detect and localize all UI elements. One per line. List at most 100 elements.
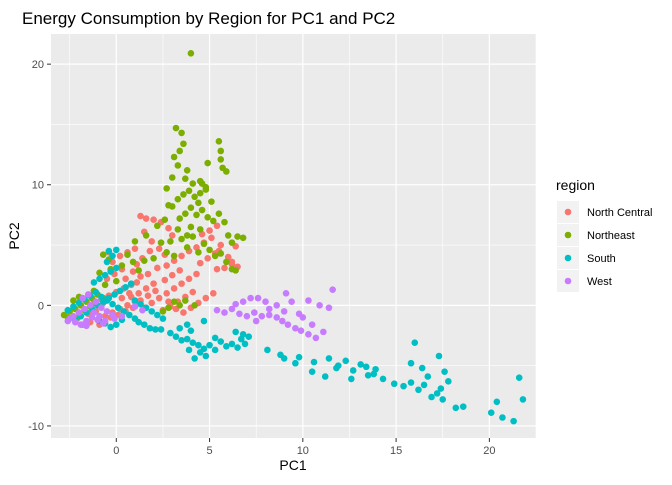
- y-tick-label: 0: [38, 300, 44, 312]
- point-south: [178, 337, 185, 344]
- point-south: [435, 352, 443, 360]
- y-axis: -10 0 10 20: [28, 59, 51, 433]
- point-south: [232, 328, 239, 336]
- legend-marker-northeast: [564, 231, 572, 239]
- point-south: [103, 258, 111, 266]
- legend-label-west: West: [587, 276, 612, 288]
- point-north-central: [178, 252, 185, 260]
- point-south: [487, 409, 495, 416]
- x-axis-label: PC1: [279, 457, 306, 473]
- grid-minor: [51, 34, 537, 438]
- x-tick-label: 5: [206, 445, 212, 457]
- point-west: [325, 304, 333, 312]
- point-south: [114, 304, 122, 312]
- point-north-central: [178, 280, 185, 287]
- point-north-central: [213, 222, 221, 230]
- point-south: [364, 371, 372, 379]
- point-northeast: [99, 251, 107, 258]
- point-south: [107, 323, 114, 331]
- point-northeast: [154, 222, 161, 230]
- point-north-central: [148, 238, 156, 245]
- point-west: [101, 317, 109, 325]
- point-south: [105, 247, 113, 255]
- point-north-central: [148, 299, 156, 307]
- point-south: [187, 327, 195, 334]
- point-west: [312, 334, 320, 342]
- point-south: [239, 330, 247, 338]
- point-west: [305, 330, 312, 338]
- point-north-central: [131, 245, 139, 252]
- point-north-central: [137, 273, 144, 280]
- point-northeast: [70, 297, 77, 304]
- point-west: [292, 324, 299, 332]
- point-northeast: [182, 210, 189, 217]
- point-west: [297, 327, 305, 334]
- point-south: [196, 349, 204, 356]
- point-west: [139, 306, 146, 314]
- point-west: [316, 302, 323, 309]
- point-northeast: [209, 217, 217, 225]
- point-northeast: [124, 251, 131, 258]
- y-tick-label: 10: [32, 180, 44, 192]
- point-west: [221, 309, 228, 316]
- point-west: [118, 312, 126, 320]
- point-northeast: [196, 226, 204, 233]
- points-layer: [60, 49, 527, 425]
- point-northeast: [140, 257, 148, 265]
- point-south: [493, 398, 501, 406]
- point-north-central: [133, 279, 141, 286]
- point-south: [185, 346, 193, 354]
- point-north-central: [142, 215, 150, 222]
- point-north-central: [137, 212, 144, 220]
- point-northeast: [170, 298, 178, 306]
- point-northeast: [176, 215, 184, 222]
- legend-marker-north-central: [564, 208, 572, 216]
- point-south: [234, 344, 241, 351]
- point-south: [428, 393, 435, 401]
- point-north-central: [204, 255, 211, 262]
- point-northeast: [182, 175, 189, 183]
- point-northeast: [161, 216, 169, 224]
- point-west: [85, 291, 92, 298]
- point-west: [75, 309, 83, 316]
- point-northeast: [96, 269, 103, 277]
- point-south: [101, 271, 109, 279]
- point-south: [424, 373, 432, 380]
- point-north-central: [189, 288, 197, 296]
- x-tick-label: 0: [113, 445, 119, 457]
- point-north-central: [154, 264, 161, 272]
- x-axis: 0 5 10 15 20: [113, 438, 495, 457]
- point-west: [247, 294, 254, 302]
- point-west: [92, 298, 100, 306]
- point-west: [83, 322, 90, 330]
- point-north-central: [150, 280, 157, 287]
- point-south: [217, 338, 225, 345]
- point-south: [439, 396, 447, 403]
- point-north-central: [129, 268, 137, 275]
- point-west: [232, 300, 239, 308]
- point-north-central: [206, 227, 213, 234]
- point-north-central: [122, 275, 129, 283]
- point-northeast: [217, 250, 225, 257]
- point-south: [64, 306, 72, 314]
- point-northeast: [176, 302, 184, 309]
- point-northeast: [224, 232, 232, 239]
- point-south: [140, 321, 148, 328]
- point-south: [112, 321, 120, 328]
- x-tick-label: 20: [483, 445, 495, 457]
- point-south: [437, 385, 445, 392]
- point-northeast: [228, 239, 236, 246]
- point-north-central: [150, 216, 157, 224]
- point-south: [349, 367, 357, 374]
- point-northeast: [239, 234, 247, 242]
- chart-title: Energy Consumption by Region for PC1 and…: [22, 9, 395, 28]
- point-south: [131, 297, 139, 304]
- point-northeast: [202, 186, 210, 193]
- point-west: [90, 309, 98, 316]
- point-south: [295, 353, 303, 361]
- point-west: [243, 312, 251, 320]
- point-south: [277, 351, 284, 359]
- legend-label-north-central: North Central: [587, 207, 652, 219]
- point-northeast: [223, 258, 230, 266]
